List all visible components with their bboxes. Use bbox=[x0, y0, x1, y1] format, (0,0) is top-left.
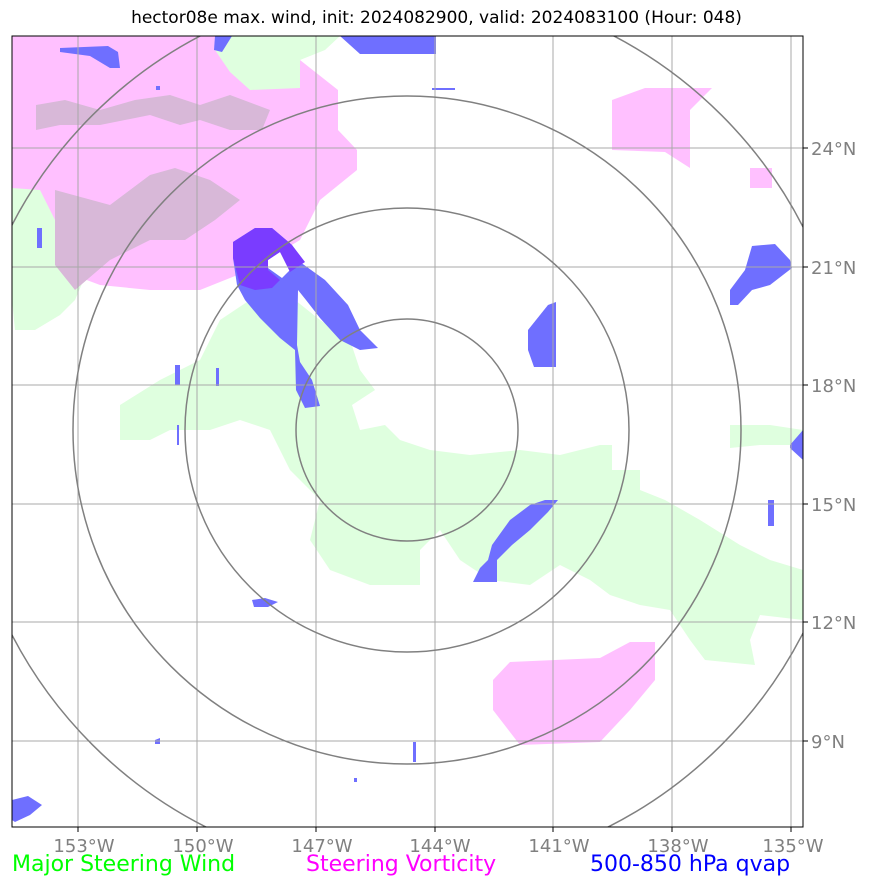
legend-steering-vorticity: Steering Vorticity bbox=[306, 852, 497, 877]
range-ring-3 bbox=[72, 95, 742, 765]
lon-tick-label: 147°W bbox=[291, 836, 352, 857]
qvap-region-west-3 bbox=[216, 368, 219, 386]
steering-wind-region-west bbox=[12, 188, 90, 330]
range-rings bbox=[12, 36, 803, 827]
qvap-region-south-1 bbox=[473, 500, 558, 582]
range-ring-2 bbox=[184, 207, 630, 653]
legend-qvap: 500-850 hPa qvap bbox=[590, 852, 791, 877]
qvap-region-south-4 bbox=[413, 742, 416, 762]
overlap-region-1 bbox=[36, 95, 270, 130]
qvap-region-north-4 bbox=[432, 88, 455, 90]
qvap-region-south-2 bbox=[252, 598, 278, 607]
overlap-region-2 bbox=[55, 168, 240, 290]
lon-tick-label: 150°W bbox=[172, 836, 233, 857]
lat-tick-label: 12°N bbox=[811, 613, 856, 634]
qvap-region-north-1 bbox=[60, 46, 120, 68]
vorticity-region-northeast bbox=[612, 88, 712, 168]
vorticity-region-east-small bbox=[750, 168, 772, 188]
qvap-region-west-4 bbox=[177, 425, 179, 445]
qvap-region-west-1 bbox=[37, 228, 42, 248]
lon-tick-label: 144°W bbox=[409, 836, 470, 857]
graticule bbox=[12, 36, 803, 827]
qvap-region-south-5 bbox=[354, 778, 357, 782]
lat-tick-label: 9°N bbox=[811, 732, 845, 753]
lon-tick-label: 153°W bbox=[53, 836, 114, 857]
overlap-regions bbox=[36, 95, 270, 290]
qvap-region-north-5 bbox=[156, 86, 160, 90]
lon-tick-label: 138°W bbox=[647, 836, 708, 857]
map-frame bbox=[11, 35, 804, 828]
steering-wind-region-center bbox=[120, 300, 803, 665]
vorticity-region-south bbox=[493, 642, 655, 745]
steering-wind-region-north bbox=[215, 36, 340, 90]
steering-wind-regions bbox=[12, 36, 803, 665]
qvap-region-east-2 bbox=[730, 244, 792, 305]
qvap-regions bbox=[12, 36, 803, 822]
lat-tick-label: 21°N bbox=[811, 258, 856, 279]
lat-tick-label: 24°N bbox=[811, 139, 856, 160]
map-title: hector08e max. wind, init: 2024082900, v… bbox=[131, 8, 742, 28]
qvap-region-north-3 bbox=[340, 36, 436, 54]
qvap-region-east-1 bbox=[528, 302, 556, 367]
qvap-region-north-2 bbox=[214, 36, 232, 52]
legend-steering-wind: Major Steering Wind bbox=[12, 852, 236, 877]
lat-tick-label: 15°N bbox=[811, 495, 856, 516]
range-ring-1 bbox=[295, 318, 519, 542]
qvap-region-west-2 bbox=[175, 365, 180, 385]
steering-wind-region-east bbox=[730, 425, 803, 448]
vorticity-regions bbox=[12, 36, 772, 745]
lon-tick-label: 135°W bbox=[762, 836, 823, 857]
qvap-region-east-4 bbox=[768, 500, 774, 526]
qvap-region-east-3 bbox=[790, 430, 803, 460]
lat-tick-label: 18°N bbox=[811, 376, 856, 397]
lon-tick-label: 141°W bbox=[528, 836, 589, 857]
qvap-region-southwest bbox=[12, 796, 42, 822]
axis-ticks bbox=[77, 147, 808, 832]
